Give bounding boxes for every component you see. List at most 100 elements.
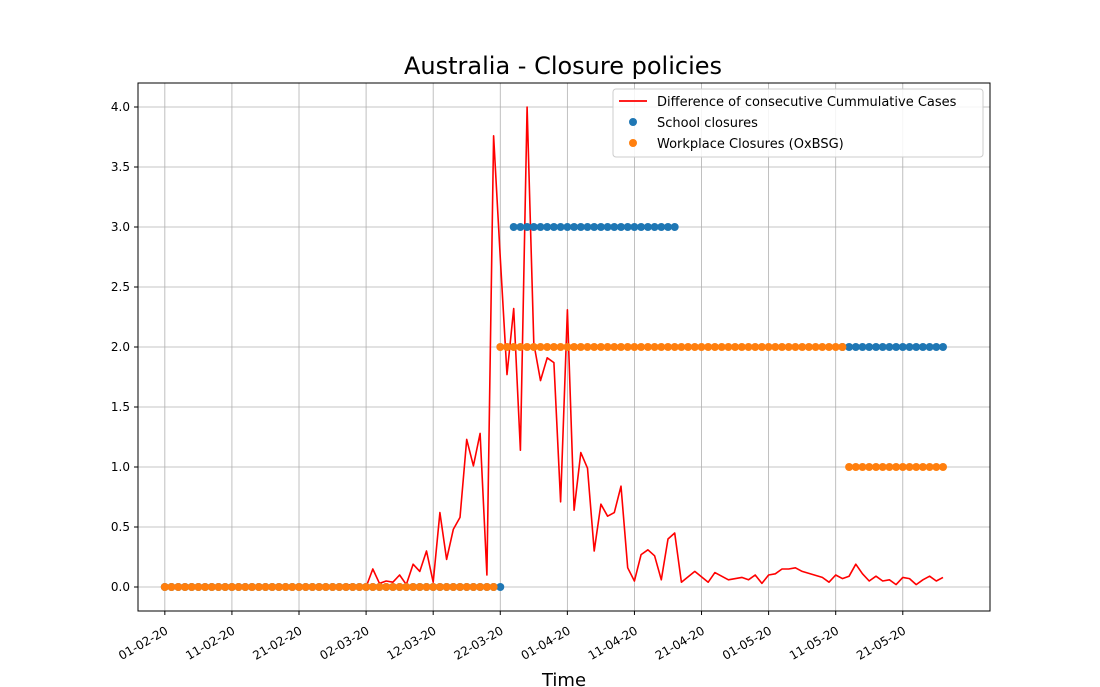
workplace-closure-point: [804, 343, 813, 351]
workplace-closure-point: [268, 583, 277, 591]
workplace-closure-point: [194, 583, 203, 591]
workplace-closure-point: [751, 343, 760, 351]
school-closure-point: [885, 343, 894, 351]
school-closure-point: [657, 223, 666, 231]
workplace-closure-point: [348, 583, 357, 591]
workplace-closure-point: [234, 583, 243, 591]
workplace-closure-point: [583, 343, 592, 351]
workplace-closure-point: [556, 343, 565, 351]
workplace-closure-point: [167, 583, 176, 591]
workplace-closure-point: [241, 583, 250, 591]
workplace-closure-point: [402, 583, 411, 591]
workplace-closure-point: [308, 583, 317, 591]
school-closure-point: [932, 343, 941, 351]
workplace-closure-point: [449, 583, 458, 591]
workplace-closure-point: [764, 343, 773, 351]
workplace-closure-point: [851, 463, 860, 471]
workplace-closure-point: [181, 583, 189, 591]
workplace-closure-point: [221, 583, 230, 591]
workplace-closure-point: [335, 583, 344, 591]
workplace-closure-point: [838, 343, 847, 351]
workplace-closure-point: [476, 583, 485, 591]
workplace-closure-point: [710, 343, 719, 351]
plot-frame: [137, 82, 991, 612]
workplace-closure-point: [684, 343, 693, 351]
workplace-closure-point: [724, 343, 733, 351]
y-tick-label: 4.0: [111, 100, 130, 114]
workplace-closure-point: [543, 343, 552, 351]
workplace-closure-point: [704, 343, 713, 351]
x-tick-label: 01-02-20: [116, 623, 170, 662]
workplace-closure-point: [301, 583, 310, 591]
legend-marker-swatch: [629, 139, 637, 147]
workplace-closure-point: [570, 343, 579, 351]
school-closure-point: [898, 343, 907, 351]
workplace-closure-point: [489, 583, 498, 591]
workplace-closure-point: [744, 343, 753, 351]
workplace-closure-point: [771, 343, 780, 351]
workplace-closure-point: [791, 343, 800, 351]
workplace-closure-point: [912, 463, 921, 471]
school-closure-point: [918, 343, 927, 351]
workplace-closure-point: [576, 343, 585, 351]
legend-box: [612, 88, 984, 158]
workplace-closure-point: [355, 583, 364, 591]
workplace-closure-point: [637, 343, 646, 351]
workplace-closure-point: [831, 343, 840, 351]
workplace-closure-point: [932, 463, 941, 471]
school-closure-point: [664, 223, 672, 231]
workplace-closure-point: [214, 583, 223, 591]
workplace-closure-point: [677, 343, 686, 351]
workplace-closure-point: [690, 343, 699, 351]
workplace-closure-point: [670, 343, 679, 351]
workplace-closure-point: [409, 583, 418, 591]
school-closure-point: [845, 343, 854, 351]
workplace-closure-point: [429, 583, 438, 591]
workplace-closure-point: [603, 343, 612, 351]
school-closure-point: [556, 223, 565, 231]
workplace-closure-point: [496, 343, 505, 351]
workplace-closure-point: [295, 583, 303, 591]
workplace-closure-point: [469, 583, 478, 591]
school-closure-point: [529, 223, 538, 231]
school-closure-point: [623, 223, 632, 231]
y-tick-label: 2.0: [111, 340, 130, 354]
workplace-closure-point: [274, 583, 283, 591]
y-tick-label: 0.0: [111, 580, 130, 594]
workplace-closure-point: [315, 583, 324, 591]
x-tick-label: 22-03-20: [452, 623, 506, 662]
workplace-closure-point: [435, 583, 444, 591]
workplace-closure-point: [388, 583, 397, 591]
workplace-closure-point: [825, 343, 833, 351]
chart-title: Australia - Closure policies: [404, 52, 722, 80]
school-closure-point: [670, 223, 679, 231]
school-closure-point: [630, 223, 639, 231]
workplace-closure-point: [898, 463, 907, 471]
school-closure-point: [872, 343, 880, 351]
workplace-closure-point: [395, 583, 404, 591]
workplace-closure-point: [342, 583, 350, 591]
workplace-closure-point: [784, 343, 793, 351]
workplace-closure-point: [261, 583, 270, 591]
workplace-closure-point: [563, 343, 572, 351]
workplace-closure-point: [321, 583, 330, 591]
workplace-closure-point: [925, 463, 934, 471]
school-closure-point: [925, 343, 934, 351]
school-closure-point: [650, 223, 659, 231]
school-closure-point: [892, 343, 901, 351]
school-closure-point: [643, 223, 652, 231]
school-closure-point: [543, 223, 552, 231]
workplace-closure-point: [757, 343, 766, 351]
cases-line: [345, 106, 944, 588]
workplace-closure-point: [382, 583, 391, 591]
workplace-closure-point: [731, 343, 740, 351]
school-closure-point: [610, 223, 619, 231]
workplace-closure-point: [529, 343, 538, 351]
workplace-closure-point: [643, 343, 652, 351]
school-closure-point: [858, 343, 867, 351]
school-closure-point: [516, 223, 525, 231]
y-tick-label: 3.5: [111, 160, 130, 174]
workplace-closure-point: [248, 583, 256, 591]
